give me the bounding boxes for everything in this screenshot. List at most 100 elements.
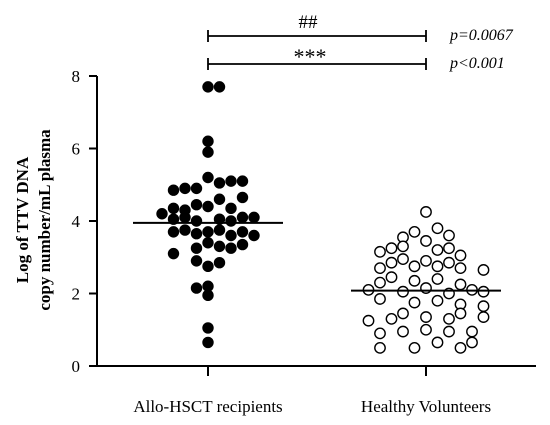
data-point-filled	[190, 215, 203, 227]
data-point-filled	[213, 193, 226, 205]
data-point-filled	[190, 198, 203, 211]
data-point-filled	[202, 146, 214, 158]
data-point-filled	[190, 242, 203, 254]
data-point-open	[443, 256, 455, 269]
data-point-open	[397, 325, 409, 338]
data-point-open	[374, 341, 386, 354]
data-point-filled	[167, 247, 180, 260]
data-point-filled	[213, 224, 226, 236]
significance-symbol: ***	[294, 44, 327, 69]
data-point-filled	[236, 175, 249, 187]
data-point-filled	[202, 226, 214, 238]
data-point-open	[431, 244, 444, 256]
data-point-open	[385, 242, 398, 255]
data-point-filled	[179, 224, 191, 236]
data-point-filled	[202, 237, 214, 249]
data-point-open	[374, 327, 386, 340]
y-tick-label: 8	[72, 67, 81, 86]
data-point-open	[420, 254, 432, 267]
significance-bracket-2: *** p<0.001	[207, 44, 505, 72]
data-point-open	[431, 336, 444, 349]
data-point-filled	[190, 255, 203, 267]
data-point-open	[408, 225, 421, 238]
data-point-filled	[248, 229, 260, 242]
data-point-filled	[213, 81, 226, 93]
data-point-open	[385, 271, 398, 284]
data-point-open	[443, 242, 455, 255]
y-tick-label: 2	[72, 285, 81, 304]
x-category-label: Healthy Volunteers	[361, 397, 491, 416]
data-point-open	[477, 311, 490, 323]
y-tick-label: 4	[72, 212, 81, 231]
y-ticks: 0 2 4 6 8	[72, 67, 97, 376]
data-point-open	[477, 264, 490, 276]
significance-symbol: ##	[299, 12, 319, 33]
data-point-open	[374, 276, 386, 289]
data-point-open	[477, 300, 490, 313]
y-axis-label-line-1: Log of TTV DNA	[13, 156, 32, 283]
data-point-filled	[225, 242, 237, 254]
data-points	[156, 81, 490, 354]
data-point-filled	[190, 182, 203, 195]
data-point-filled	[179, 182, 191, 195]
data-point-open	[374, 245, 386, 258]
y-axis-label-line-2: copy number/mL plasma	[35, 129, 54, 311]
data-point-filled	[225, 229, 237, 242]
data-point-open	[443, 229, 455, 242]
data-point-filled	[213, 177, 226, 189]
data-point-open	[374, 293, 386, 305]
p-value-label: p<0.001	[449, 55, 505, 72]
data-point-open	[362, 314, 375, 327]
x-category-label: Allo-HSCT recipients	[133, 397, 282, 416]
data-point-open	[420, 311, 432, 323]
data-point-filled	[236, 191, 249, 204]
data-point-filled	[213, 256, 226, 269]
data-point-open	[397, 307, 409, 320]
data-point-filled	[202, 260, 214, 273]
data-point-open	[374, 262, 386, 275]
data-point-filled	[190, 227, 203, 240]
y-tick-label: 0	[72, 357, 81, 376]
data-point-filled	[236, 211, 249, 224]
data-point-open	[420, 323, 432, 336]
significance-bracket-1: ## p=0.0067	[207, 12, 514, 44]
data-point-open	[431, 260, 444, 273]
data-point-open	[454, 307, 467, 320]
data-point-filled	[225, 215, 237, 227]
data-point-open	[420, 235, 432, 247]
data-point-open	[477, 285, 490, 298]
data-point-open	[466, 336, 478, 349]
data-point-filled	[202, 81, 214, 93]
data-point-filled	[202, 135, 214, 147]
data-point-filled	[202, 336, 214, 349]
median-lines	[133, 221, 501, 292]
data-point-open	[408, 296, 421, 309]
data-point-open	[420, 206, 432, 218]
data-point-open	[385, 256, 398, 269]
data-point-open	[397, 240, 409, 253]
y-axis-label: Log of TTV DNA copy number/mL plasma	[13, 129, 54, 311]
data-point-open	[454, 262, 467, 275]
data-point-open	[454, 341, 467, 354]
data-point-filled	[202, 200, 214, 213]
data-point-filled	[213, 240, 226, 253]
data-point-open	[466, 325, 478, 338]
data-point-filled	[167, 226, 180, 238]
data-point-open	[443, 312, 455, 325]
data-point-filled	[179, 211, 191, 224]
data-point-open	[408, 274, 421, 287]
data-point-open	[443, 325, 455, 338]
y-tick-label: 6	[72, 140, 81, 159]
data-point-filled	[202, 322, 214, 334]
data-point-filled	[156, 208, 168, 220]
data-point-filled	[202, 171, 214, 184]
data-point-open	[431, 222, 444, 235]
data-point-filled	[167, 213, 180, 225]
data-point-open	[431, 273, 444, 285]
data-point-filled	[236, 226, 249, 238]
data-point-filled	[236, 238, 249, 251]
data-point-filled	[202, 289, 214, 302]
data-point-open	[420, 282, 432, 294]
data-point-open	[397, 253, 409, 265]
